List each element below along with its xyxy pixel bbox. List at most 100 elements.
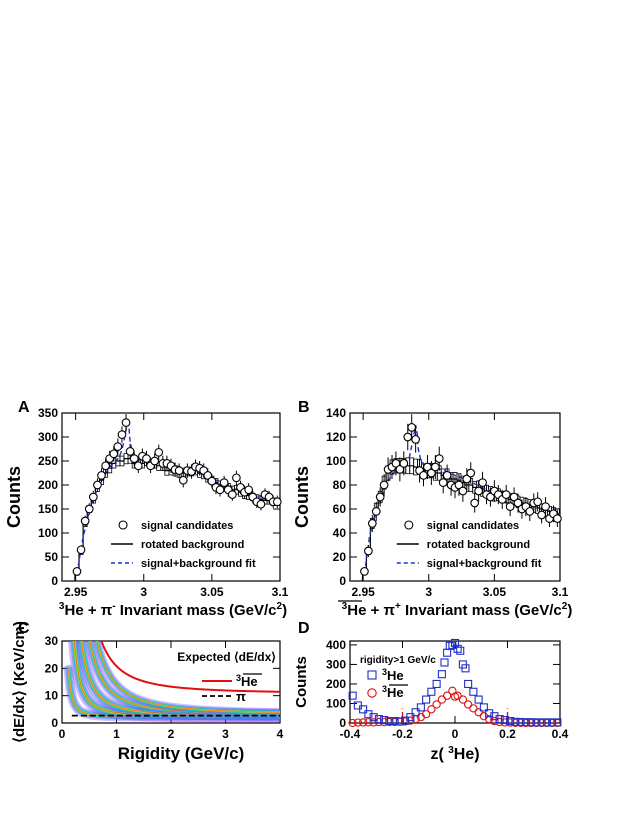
x-axis-label: 3He + π+ Invariant mass (GeV/c2) bbox=[342, 601, 573, 619]
he3-point bbox=[445, 641, 454, 650]
y-tick-label: 80 bbox=[333, 478, 347, 492]
legend-label: rotated background bbox=[427, 539, 530, 551]
y-axis-label: Counts bbox=[292, 466, 312, 528]
x-tick-label: -0.4 bbox=[340, 727, 361, 741]
he3-point bbox=[537, 718, 546, 727]
data-point bbox=[360, 567, 369, 576]
data-point bbox=[537, 510, 546, 520]
x-axis-label: 3He + π- Invariant mass (GeV/c2) bbox=[59, 601, 287, 619]
y-tick-label: 0 bbox=[51, 716, 58, 730]
heatmap-band bbox=[96, 641, 280, 713]
antihe3-point bbox=[490, 716, 499, 726]
data-point bbox=[125, 447, 135, 456]
he3-point bbox=[348, 691, 357, 700]
y-tick-label: 50 bbox=[45, 550, 59, 564]
data-point bbox=[72, 567, 82, 576]
y-tick-label: 200 bbox=[326, 677, 346, 691]
plot-frame bbox=[349, 640, 561, 724]
y-tick-label: 40 bbox=[333, 526, 347, 540]
data-point bbox=[379, 480, 389, 490]
he3-point bbox=[461, 664, 470, 673]
he3-point bbox=[422, 695, 431, 704]
y-tick-label: 20 bbox=[333, 550, 347, 564]
x-axis-label-part: He + π bbox=[64, 602, 112, 619]
legend-label: rotated background bbox=[141, 539, 244, 551]
he3-point bbox=[416, 703, 425, 712]
he3-point bbox=[432, 679, 441, 689]
he3-point bbox=[369, 713, 378, 722]
data-point bbox=[232, 473, 241, 483]
y-tick-label: 20 bbox=[45, 661, 59, 675]
data-point bbox=[256, 499, 266, 509]
legend-he3-label: 3He bbox=[236, 673, 258, 689]
antihe3-point bbox=[453, 691, 462, 700]
data-point bbox=[178, 475, 188, 485]
he3-point bbox=[527, 718, 536, 727]
y-tick-label: 300 bbox=[326, 657, 346, 671]
y-tick-label: 350 bbox=[38, 406, 58, 420]
antihe3-point bbox=[442, 691, 452, 700]
antihe3-point bbox=[484, 714, 494, 724]
data-point bbox=[219, 478, 229, 487]
he3-point bbox=[506, 716, 515, 726]
he3-point bbox=[542, 718, 551, 727]
x-axis-label-part: Invariant mass (GeV/c bbox=[116, 602, 277, 619]
he3-point bbox=[485, 709, 494, 718]
antihe3-point bbox=[421, 710, 431, 719]
legend-title: Expected ⟨dE/dx⟩ bbox=[177, 650, 276, 664]
data-point bbox=[505, 502, 515, 511]
he3-point bbox=[390, 716, 399, 726]
he3-point bbox=[474, 695, 483, 704]
y-axis-label: Counts bbox=[4, 466, 24, 528]
antihe3-point bbox=[437, 695, 447, 704]
data-point bbox=[272, 497, 282, 507]
panel-label: B bbox=[298, 399, 310, 416]
data-point bbox=[76, 545, 86, 555]
x-axis-label-part: - bbox=[112, 601, 115, 612]
he3-point bbox=[490, 712, 499, 721]
y-tick-label: 200 bbox=[38, 478, 58, 492]
x-tick-label: -0.2 bbox=[392, 727, 413, 741]
data-point bbox=[466, 468, 476, 478]
legend-antihe3-marker bbox=[367, 688, 377, 698]
panel-A: 0 50 100 150 200 250 300 350 2.95 3 3.05 3.1 Asignal… bbox=[4, 399, 289, 619]
y-tick-label: 100 bbox=[326, 454, 346, 468]
data-point bbox=[442, 471, 452, 480]
data-point bbox=[458, 486, 468, 496]
y-tick-label: 300 bbox=[38, 430, 58, 444]
y-tick-label: 60 bbox=[333, 502, 347, 516]
data-point bbox=[227, 490, 237, 499]
x-tick-label: 3 bbox=[222, 727, 229, 741]
he3-point bbox=[456, 646, 465, 655]
data-point bbox=[430, 462, 440, 472]
x-tick-label: 2.95 bbox=[64, 585, 88, 599]
antihe3-point bbox=[364, 718, 373, 727]
data-point bbox=[367, 519, 377, 528]
antihe3-point bbox=[458, 695, 468, 704]
data-point bbox=[109, 449, 119, 459]
antihe3-point bbox=[474, 708, 483, 717]
panel-D: 0 100 200 300 400 -0.4 -0.2 0 0.2 0.4 Drigidity>1 … bbox=[293, 620, 569, 763]
he3-point bbox=[469, 687, 478, 696]
x-axis-label-part: z( bbox=[430, 746, 448, 763]
data-point bbox=[84, 504, 94, 514]
antihe3-point bbox=[432, 700, 441, 709]
he3-point bbox=[385, 716, 394, 726]
he3-point bbox=[364, 710, 373, 719]
data-point bbox=[364, 546, 373, 556]
data-point bbox=[215, 485, 225, 495]
he3-point bbox=[395, 717, 404, 726]
data-point bbox=[419, 471, 428, 480]
data-point bbox=[434, 454, 444, 463]
antihe3-point bbox=[348, 718, 357, 728]
y-tick-label: 100 bbox=[38, 526, 58, 540]
x-axis-label-part: He + π bbox=[347, 602, 395, 619]
he3-point bbox=[548, 718, 557, 727]
data-point bbox=[407, 423, 417, 432]
legend-he3-label: 3He bbox=[382, 667, 404, 683]
he3-point bbox=[479, 703, 488, 712]
y-tick-label: 140 bbox=[326, 406, 346, 420]
